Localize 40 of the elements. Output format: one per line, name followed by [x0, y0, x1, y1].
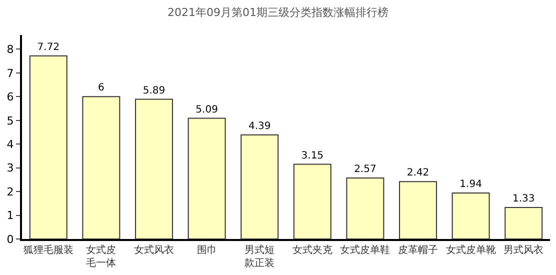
bar: [452, 192, 490, 239]
bar: [240, 134, 279, 239]
y-tick-label: 6: [6, 90, 14, 104]
data-label: 7.72: [37, 42, 60, 53]
data-label: 6: [98, 82, 104, 94]
bar: [188, 118, 226, 239]
bar: [399, 181, 437, 239]
bar: [346, 178, 384, 239]
x-tick-label: 女式皮毛一体: [86, 244, 116, 269]
x-tick-label: 狐狸毛服装: [23, 244, 74, 256]
y-tick-label: 3: [6, 162, 14, 175]
y-tick-label: 2: [6, 185, 14, 198]
x-tick-label: 围巾: [196, 244, 217, 256]
bar: [29, 55, 68, 239]
x-tick-label: 女式风衣: [134, 244, 174, 256]
data-label: 1.33: [512, 193, 535, 204]
y-tick-label: 4: [6, 138, 14, 151]
data-label: 2.57: [354, 164, 376, 176]
x-tick-label: 女式皮单靴: [446, 244, 496, 256]
y-tick-label: 7: [6, 66, 14, 80]
bar: [135, 98, 173, 239]
x-tick-label: 男式短款正装: [244, 244, 275, 269]
y-tick-label: 0: [6, 232, 14, 246]
x-tick-label: 皮革帽子: [398, 244, 438, 256]
data-label: 1.94: [460, 178, 482, 190]
data-label: 4.39: [248, 120, 271, 132]
x-tick-label: 男式风衣: [504, 244, 544, 256]
x-tick-label: 女式夹克: [292, 244, 332, 256]
x-tick-label: 女式皮单鞋: [340, 244, 390, 256]
chart-title: 2021年09月第01期三级分类指数涨幅排行榜: [168, 6, 388, 19]
bar: [504, 206, 543, 239]
bar: [293, 164, 332, 239]
y-tick-label: 1: [6, 209, 14, 222]
data-label: 5.09: [196, 104, 218, 116]
y-tick-label: 5: [6, 114, 14, 128]
y-tick-label: 8: [6, 43, 14, 56]
bar: [82, 96, 120, 239]
data-label: 5.89: [142, 85, 166, 96]
data-label: 2.42: [406, 168, 430, 179]
data-label: 3.15: [301, 150, 324, 162]
